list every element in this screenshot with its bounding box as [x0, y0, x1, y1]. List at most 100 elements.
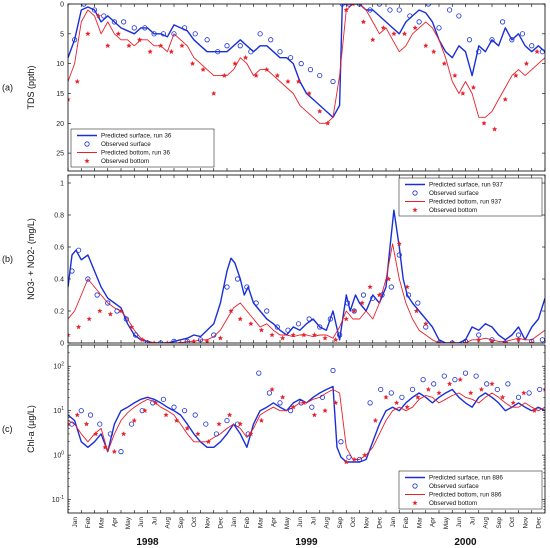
legend-entry: Observed bottom [429, 500, 477, 507]
observed-bottom-marker [164, 340, 171, 343]
observed-bottom-marker [158, 43, 164, 49]
x-year-labels: 1998 1999 2000 [136, 537, 477, 548]
observed-surface-marker [309, 404, 315, 410]
observed-surface-marker [425, 4, 431, 7]
observed-surface-marker [277, 400, 283, 406]
observed-surface-marker [356, 456, 363, 463]
observed-surface-marker [415, 300, 421, 306]
observed-surface-marker [330, 78, 336, 85]
x-month-label: Jan [390, 517, 397, 528]
observed-surface-marker [160, 396, 166, 402]
observed-surface-marker [253, 300, 259, 306]
observed-bottom-marker [191, 338, 197, 343]
observed-bottom-marker [351, 456, 357, 462]
observed-bottom-marker [311, 332, 318, 338]
observed-bottom-marker [529, 340, 535, 343]
predicted-surface-line [68, 385, 545, 463]
observed-bottom-marker [362, 452, 368, 458]
observed-surface-marker [539, 49, 545, 55]
observed-bottom-marker [74, 78, 80, 84]
observed-surface-marker [213, 431, 219, 437]
observed-bottom-marker [478, 386, 485, 392]
observed-bottom-marker [370, 37, 376, 43]
observed-surface-marker [287, 408, 294, 414]
observed-surface-marker [285, 327, 291, 333]
observed-bottom-marker [515, 336, 522, 343]
observed-surface-marker [346, 454, 352, 460]
y-tick-label: 20 [56, 121, 64, 128]
observed-surface-marker [431, 381, 437, 387]
observed-bottom-marker [510, 400, 516, 406]
observed-surface-marker [446, 7, 453, 13]
y-tick-label: 25 [56, 151, 64, 158]
observed-surface-marker [539, 337, 545, 343]
observed-surface-marker [298, 61, 304, 67]
observed-bottom-marker [502, 96, 508, 102]
observed-bottom-marker [343, 316, 349, 322]
x-month-label: Jul [469, 516, 476, 525]
observed-surface-marker [317, 72, 323, 79]
observed-surface-marker [338, 439, 344, 445]
observed-bottom-marker [228, 308, 234, 314]
observed-bottom-marker [436, 390, 442, 396]
observed-surface-marker [515, 394, 522, 400]
observed-bottom-marker [280, 394, 286, 400]
observed-surface-marker [81, 4, 87, 7]
y-tick-label: 101 [53, 406, 64, 415]
observed-surface-marker [171, 338, 177, 343]
observed-surface-marker [123, 316, 129, 322]
observed-bottom-marker [380, 25, 386, 31]
observed-surface-marker [416, 19, 422, 25]
observed-bottom-marker [425, 386, 432, 392]
observed-bottom-marker [441, 60, 447, 66]
observed-bottom-marker [269, 332, 275, 338]
observed-surface-marker [264, 308, 270, 314]
observed-bottom-marker [521, 390, 527, 396]
x-month-label: May [443, 516, 450, 529]
observed-bottom-marker [128, 324, 135, 330]
observed-surface-marker [160, 31, 166, 37]
observed-bottom-marker [221, 72, 227, 78]
observed-surface-marker [529, 338, 535, 343]
observed-surface-marker [387, 7, 393, 13]
observed-surface-marker [94, 292, 100, 298]
legend-swatch [412, 190, 418, 196]
x-year-label: 1999 [295, 537, 318, 548]
x-month-label: Nov [522, 516, 529, 528]
observed-surface-marker [211, 332, 217, 338]
legend-entry: Predicted bottom, run 36 [101, 150, 170, 157]
observed-surface-marker [319, 394, 325, 400]
observed-surface-marker [339, 4, 345, 7]
y-tick-label: 100 [53, 451, 64, 460]
legend-entry: Predicted surface, run 937 [429, 182, 503, 189]
observed-surface-marker [184, 338, 190, 343]
observed-bottom-marker [118, 308, 124, 314]
observed-bottom-marker [393, 400, 400, 406]
observed-surface-marker [244, 284, 250, 290]
observed-bottom-marker [367, 284, 373, 290]
observed-surface-marker [107, 431, 114, 437]
x-month-label: Oct [191, 517, 198, 527]
y-tick-label: 10 [56, 61, 64, 68]
observed-bottom-marker [489, 381, 495, 387]
observed-surface-marker [72, 37, 78, 43]
observed-bottom-marker [75, 324, 82, 330]
x-month-label: Apr [271, 516, 278, 527]
y-tick-label: 0.4 [54, 277, 64, 284]
observed-surface-marker [91, 7, 98, 13]
observed-bottom-marker [211, 90, 217, 96]
observed-bottom-marker [93, 431, 99, 437]
legend-entry: Observed bottom [429, 207, 477, 214]
observed-surface-marker [268, 37, 274, 43]
observed-bottom-marker [446, 381, 453, 387]
observed-bottom-marker [322, 407, 328, 413]
observed-bottom-marker [248, 431, 254, 437]
observed-bottom-marker [217, 335, 224, 341]
observed-bottom-marker [68, 421, 71, 427]
observed-bottom-marker [306, 90, 312, 96]
observed-bottom-marker [415, 394, 421, 400]
plot-area [68, 4, 545, 132]
x-month-label: Jan [72, 517, 79, 528]
x-month-label: Aug [165, 517, 172, 529]
